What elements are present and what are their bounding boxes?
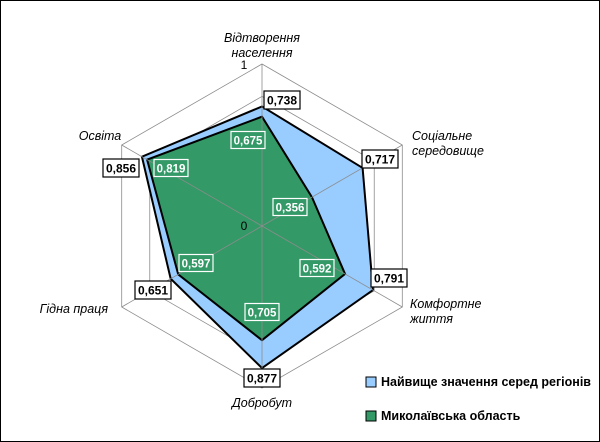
data-label-region-4: 0,597 <box>182 259 211 271</box>
data-label-box-region-1 <box>272 197 308 217</box>
data-label-box-max-2 <box>370 268 408 288</box>
data-label-max-4: 0,651 <box>138 284 168 298</box>
data-label-max-1: 0,717 <box>365 153 395 167</box>
data-label-region-2: 0,592 <box>303 264 332 276</box>
category-label-0: Відтворення <box>224 31 300 45</box>
category-label-1: Соціальне <box>412 129 472 143</box>
data-label-box-max-1 <box>361 149 399 169</box>
category-label-3: Добробут <box>230 396 292 410</box>
data-label-region-0: 0,675 <box>234 136 263 148</box>
tick-label-1: 1 <box>241 58 248 72</box>
data-label-region-3: 0,705 <box>248 308 277 320</box>
data-label-box-max-0 <box>263 90 301 110</box>
data-label-max-0: 0,738 <box>267 94 297 108</box>
data-label-box-max-3 <box>243 368 281 388</box>
legend-swatch-0 <box>365 376 377 388</box>
category-label-4: Гідна праця <box>40 302 109 316</box>
data-label-max-3: 0,877 <box>247 372 277 386</box>
data-label-box-max-4 <box>134 280 172 300</box>
legend-label-1: Миколаївська область <box>381 409 521 423</box>
data-label-box-region-5 <box>153 158 189 178</box>
category-label-2: життя <box>409 312 453 326</box>
category-label-0: населення <box>231 46 292 60</box>
category-label-1: середовище <box>412 144 484 158</box>
data-label-max-2: 0,791 <box>374 272 404 286</box>
data-label-region-5: 0,819 <box>157 164 186 176</box>
data-label-box-region-0 <box>230 130 266 150</box>
data-label-max-5: 0,856 <box>106 162 136 176</box>
data-label-box-max-5 <box>102 158 140 178</box>
category-label-2: Комфортне <box>410 297 482 311</box>
data-label-box-region-2 <box>299 258 335 278</box>
legend-swatch-1 <box>365 410 377 422</box>
data-label-box-region-4 <box>178 253 214 273</box>
axis-spoke-5 <box>121 144 263 227</box>
category-label-5: Освіта <box>79 129 122 143</box>
legend-label-0: Найвище значення серед регіонів <box>381 375 591 389</box>
tick-label-0: 0 <box>241 219 248 233</box>
data-label-box-region-3 <box>244 302 280 322</box>
data-label-region-1: 0,356 <box>276 203 305 215</box>
